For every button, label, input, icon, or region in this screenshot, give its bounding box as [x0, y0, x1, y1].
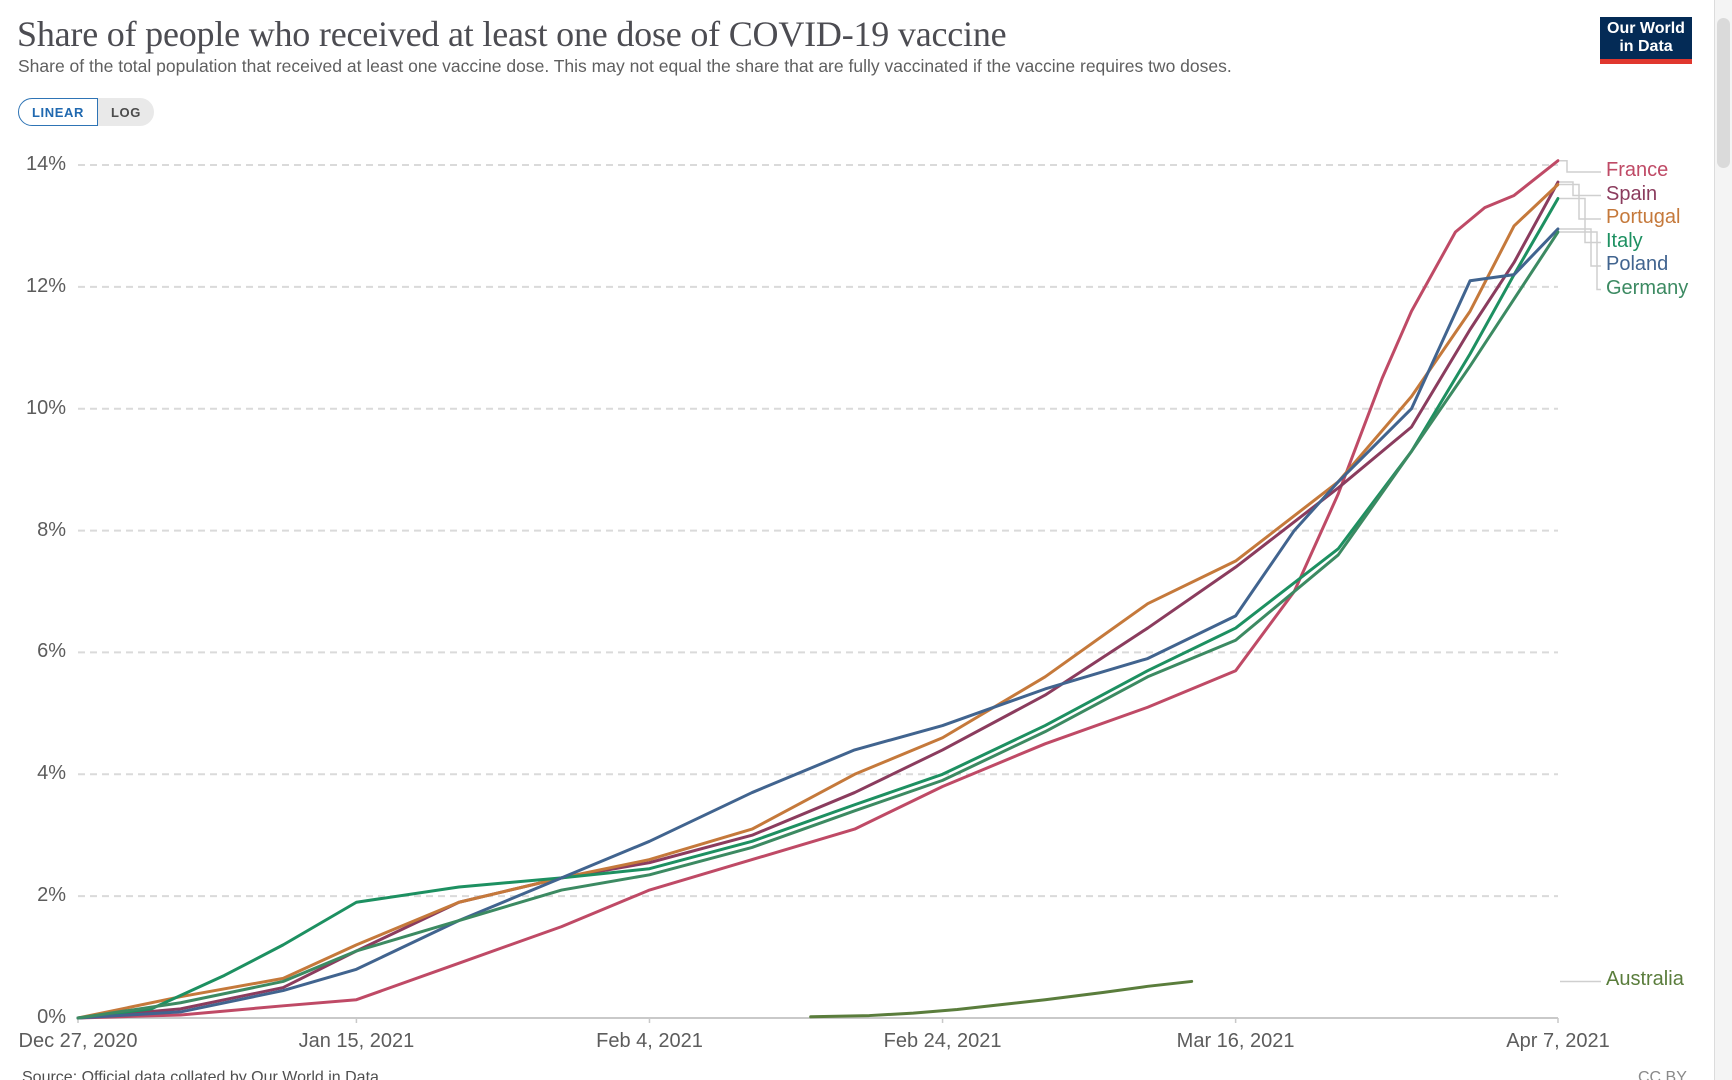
x-tick-label: Dec 27, 2020: [18, 1030, 138, 1052]
legend-connector: [1560, 183, 1601, 220]
legend-connector: [1560, 159, 1601, 173]
owid-logo-line2: in Data: [1619, 38, 1673, 55]
legend-label-poland[interactable]: Poland: [1606, 253, 1669, 275]
series-line-portugal[interactable]: [76, 182, 1560, 1020]
series-line-australia[interactable]: [809, 979, 1194, 1019]
source-note: Source: Official data collated by Our Wo…: [22, 1069, 379, 1080]
legend-label-australia[interactable]: Australia: [1606, 968, 1684, 991]
series-line-france[interactable]: [76, 159, 1560, 1020]
legend-connector: [1560, 181, 1601, 197]
log-button[interactable]: LOG: [98, 98, 154, 126]
x-tick-label: Feb 24, 2021: [883, 1030, 1002, 1052]
scale-toggle: LINEAR LOG: [18, 98, 154, 126]
legend: France Spain Portugal Italy Poland Germany Aus…: [1606, 0, 1726, 1080]
y-tick-label-12: 12%: [25, 274, 66, 297]
series-line-spain[interactable]: [76, 180, 1560, 1020]
owid-logo[interactable]: Our World in Data: [1600, 17, 1692, 64]
x-tick-label: Mar 16, 2021: [1176, 1030, 1295, 1052]
y-tick-label-10: 10%: [25, 396, 66, 419]
legend-label-france[interactable]: France: [1606, 159, 1669, 181]
legend-connector: [1560, 228, 1601, 267]
scrollbar[interactable]: [1714, 0, 1732, 1080]
x-tick-label: Apr 7, 2021: [1506, 1030, 1610, 1052]
series-line-poland[interactable]: [76, 227, 1560, 1020]
legend-connector: [1560, 231, 1601, 291]
license-note[interactable]: CC BY: [1638, 1069, 1687, 1080]
linear-button[interactable]: LINEAR: [18, 98, 98, 126]
series-line-germany[interactable]: [76, 230, 1560, 1020]
owid-logo-line1: Our World: [1607, 20, 1685, 37]
y-tick-label-8: 8%: [37, 518, 66, 541]
legend-label-spain[interactable]: Spain: [1606, 182, 1658, 205]
y-tick-label-14: 14%: [25, 153, 66, 175]
legend-connector: [1560, 197, 1601, 244]
y-tick-label-2: 2%: [37, 884, 66, 907]
y-tick-label-6: 6%: [37, 640, 66, 663]
x-tick-label: Jan 15, 2021: [298, 1030, 415, 1052]
page-title: Share of people who received at least on…: [17, 14, 1007, 54]
y-tick-label-4: 4%: [37, 762, 66, 785]
x-tick-label: Feb 4, 2021: [596, 1030, 703, 1052]
legend-label-portugal[interactable]: Portugal: [1606, 206, 1681, 228]
scrollbar-thumb[interactable]: [1717, 18, 1730, 168]
chart-subtitle: Share of the total population that recei…: [18, 56, 1232, 76]
legend-label-italy[interactable]: Italy: [1606, 229, 1643, 252]
legend-label-germany[interactable]: Germany: [1606, 276, 1689, 299]
x-axis-labels: Dec 27, 2020 Jan 15, 2021 Feb 4, 2021 Feb 2…: [0, 1030, 1732, 1056]
series-line-italy[interactable]: [76, 197, 1560, 1020]
y-tick-label-0: 0%: [37, 1006, 66, 1028]
